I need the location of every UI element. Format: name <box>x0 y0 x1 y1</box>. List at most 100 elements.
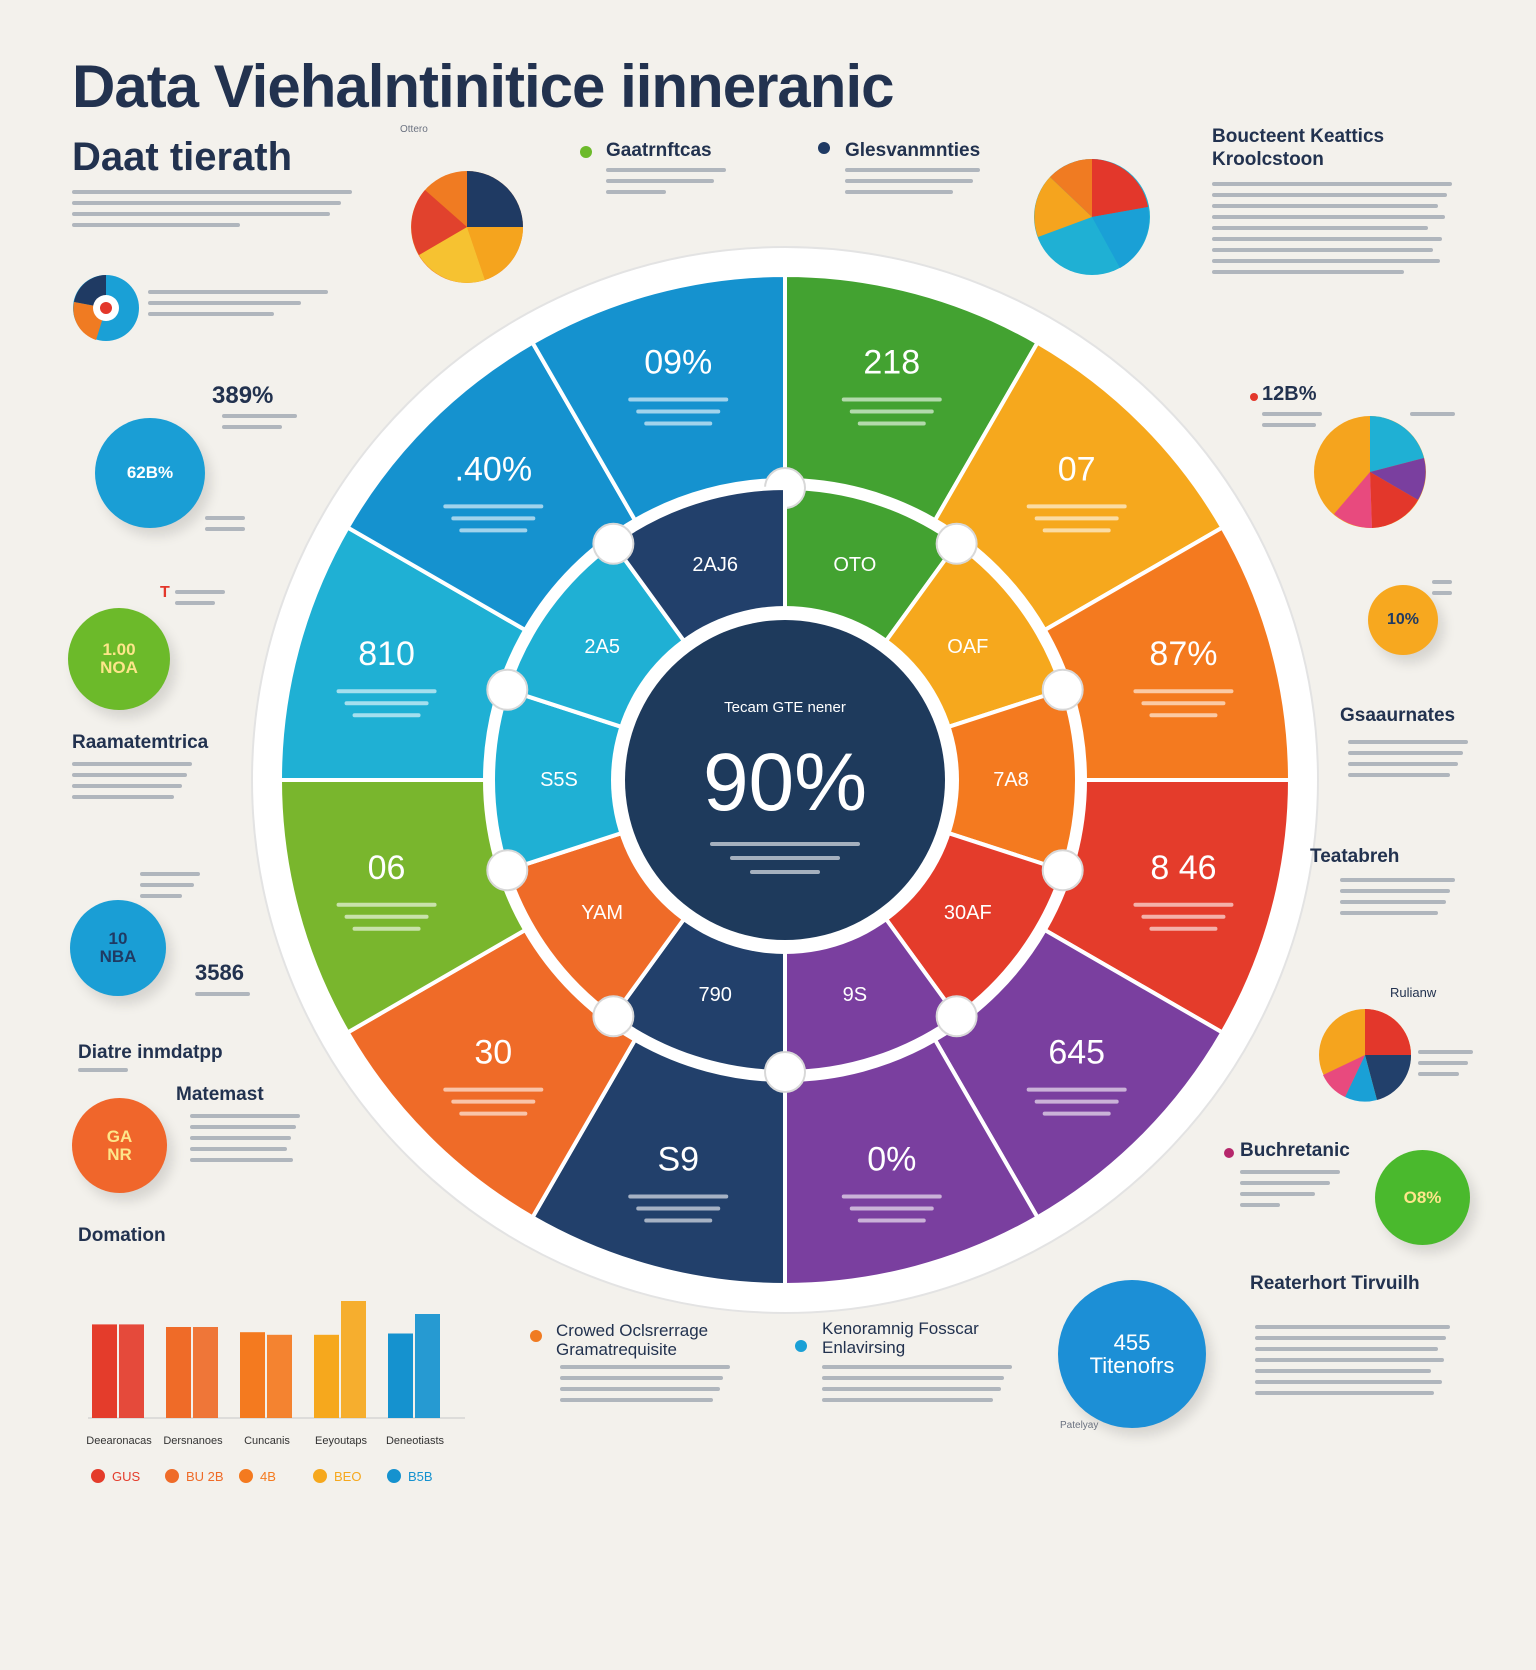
slice-desc-line <box>1149 713 1218 718</box>
slice-desc-line <box>1026 1087 1127 1092</box>
bar-chart: Deearonacas GUS Dersnanoes BU 2B Cuncanis 4B E… <box>86 1301 465 1484</box>
slice-label-2: 07 <box>1058 450 1096 488</box>
slice-desc-line <box>644 1218 713 1223</box>
radial-slice-10 <box>277 524 528 782</box>
subtitle: Dаat tierath <box>72 135 293 179</box>
bubble-3: 10 NBA <box>70 900 166 996</box>
slice-label-3: 87% <box>1149 635 1217 673</box>
right-text <box>1212 182 1452 274</box>
slice-desc-line <box>636 409 721 414</box>
label-rulianw: Rulianw <box>1390 985 1437 1000</box>
text-block <box>190 1114 300 1162</box>
center-desc-line <box>730 856 840 860</box>
ring-node-8 <box>486 849 529 892</box>
bar-category-3: Cuncanis <box>244 1435 290 1447</box>
inner-label-8: S5S <box>540 769 578 791</box>
ring-node-6 <box>764 1051 806 1093</box>
slice-label-5: 645 <box>1048 1034 1105 1072</box>
label-diatre-inmdatpp: Diatre inmdatpp <box>78 1042 223 1063</box>
label-reaterhort: Reaterhort Tirvuilh <box>1250 1273 1420 1294</box>
slice-desc-line <box>628 1194 729 1199</box>
ring-node-5 <box>935 995 978 1038</box>
slice-label-12: 09% <box>644 344 712 382</box>
pie-right-lower <box>1319 1009 1412 1102</box>
label-raamatemtrica: Raamatemtrica <box>72 732 209 753</box>
center-value: 90% <box>703 737 867 828</box>
bar-2-2 <box>193 1327 218 1418</box>
text-block <box>1240 1170 1340 1207</box>
inner-label-9: 2A5 <box>584 636 620 658</box>
radial-slice-5 <box>932 927 1226 1221</box>
donut-desc <box>148 290 328 316</box>
text-block <box>1340 878 1455 915</box>
text-block <box>822 1365 1012 1402</box>
radial-slice-2 <box>932 339 1226 633</box>
stat-desc <box>195 992 250 996</box>
inner-label-3: 7A8 <box>993 769 1029 791</box>
bubble-7: 455 Titenofrs <box>1058 1280 1206 1428</box>
right-heading: Boucteent Keattics Kroolcstoon <box>1212 126 1385 170</box>
slice-desc-line <box>1141 701 1226 706</box>
main-radial-chart: 218 07 87% 8 46 645 0% S9 30 06 810 .40% 09% OTO OAF 7… <box>251 246 1319 1314</box>
legend-dot <box>1224 1148 1234 1158</box>
text-block <box>140 872 200 898</box>
label-glesvanmnties: Glesvanmnties <box>845 140 981 161</box>
intro-text <box>72 190 352 227</box>
bar-legend-2: BU 2B <box>186 1469 224 1484</box>
bubble-6: O8% <box>1375 1150 1470 1245</box>
bar-legend-dot-3 <box>239 1469 253 1483</box>
bar-legend-1: GUS <box>112 1469 141 1484</box>
radial-ring-edge <box>251 246 1319 1314</box>
slice-label-10: 810 <box>358 635 415 673</box>
slice-label-1: 218 <box>863 344 920 382</box>
ring-node-3 <box>1041 668 1084 711</box>
radial-slice-11 <box>344 339 638 633</box>
slice-label-8: 30 <box>474 1034 512 1072</box>
label-crowed: Crowed Oclsrerrage Gramatrequisite <box>556 1321 709 1359</box>
slice-desc-line <box>1034 1099 1119 1104</box>
bar-legend-dot-5 <box>387 1469 401 1483</box>
bar-legend-dot-4 <box>313 1469 327 1483</box>
slice-desc-line <box>857 1218 926 1223</box>
text-block <box>1255 1325 1450 1395</box>
bar-3-2 <box>267 1334 292 1418</box>
pie-top-left <box>411 171 523 283</box>
slice-desc-line <box>352 926 421 931</box>
label-teatabreh: Teatabreh <box>1310 846 1400 867</box>
center-title: Tecam GTE nener <box>724 699 846 716</box>
bar-1-2 <box>119 1324 144 1418</box>
slice-desc-line <box>451 1099 536 1104</box>
bar-legend-dot-1 <box>91 1469 105 1483</box>
legend-dot <box>1250 393 1258 401</box>
stat-desc <box>222 414 297 429</box>
bar-1-1 <box>92 1324 117 1418</box>
bubble-1: 62B% <box>95 418 205 528</box>
bar-4-1 <box>314 1334 339 1418</box>
bubble-5: 10% <box>1368 585 1438 655</box>
slice-label-4: 8 46 <box>1150 849 1216 887</box>
label-gsaaurnates: Gsaaurnates <box>1340 705 1456 726</box>
bar-legend-5: B5B <box>408 1469 433 1484</box>
slice-desc-line <box>849 1206 934 1211</box>
inner-label-7: YAM <box>581 902 623 924</box>
center-desc-line <box>710 842 860 846</box>
label-matemast: Matemast <box>176 1084 264 1105</box>
bar-5-2 <box>415 1314 440 1418</box>
ring-node-10 <box>592 522 635 565</box>
center-desc-line <box>750 870 820 874</box>
slice-desc-line <box>636 1206 721 1211</box>
bubble-4: GA NR <box>72 1098 167 1193</box>
stat-desc <box>1262 412 1322 427</box>
inner-label-5: 9S <box>843 984 867 1006</box>
ring-node-7 <box>592 995 635 1038</box>
label-gaatrnftcas: Gaatrnftcas <box>606 140 712 161</box>
bar-legend-3: 4B <box>260 1469 276 1484</box>
donut-small-left <box>73 275 139 341</box>
radial-slice-8 <box>344 927 638 1221</box>
top-caption: Ottero <box>400 124 428 135</box>
label-fosscar: Kenoramnig Fosscar Enlavirsing <box>822 1319 979 1357</box>
legend-dot <box>818 142 830 154</box>
pie-right <box>1314 416 1426 529</box>
slice-desc-line <box>459 1111 528 1116</box>
inner-label-10: 2AJ6 <box>692 554 738 576</box>
